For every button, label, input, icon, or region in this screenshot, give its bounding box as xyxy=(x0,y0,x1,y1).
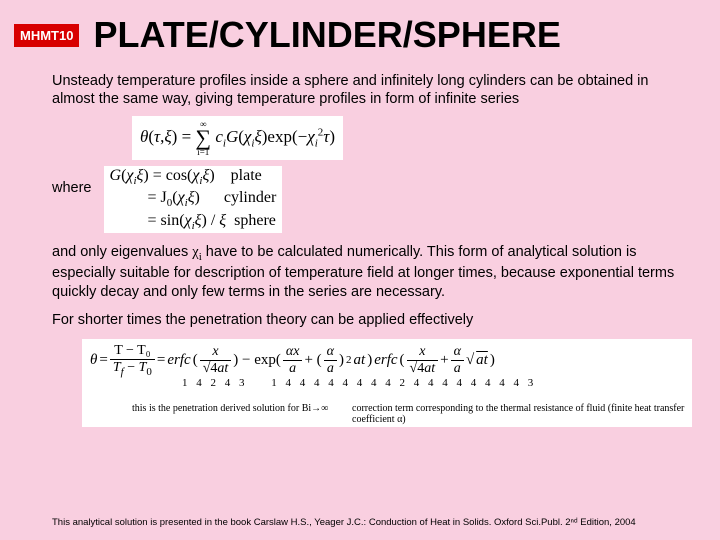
course-badge: MHMT10 xyxy=(14,24,79,47)
penetration-equation: θ = T − T₀Tf − T0 = erfc( x√4at ) − exp(… xyxy=(82,339,692,427)
annotation-left: this is the penetration derived solution… xyxy=(82,403,332,425)
where-label: where xyxy=(52,180,92,196)
main-equation: θ(τ,ξ) = ∞ ∑ i=1 ciG(χiξ)exp(−χi2τ) xyxy=(132,116,343,160)
brace-left: 1 4 2 4 3 xyxy=(182,377,248,389)
intro-paragraph: Unsteady temperature profiles inside a s… xyxy=(52,72,684,108)
annotation-right: correction term corresponding to the the… xyxy=(332,403,692,425)
eigenvalue-paragraph: and only eigenvalues χi have to be calcu… xyxy=(52,243,684,301)
header: MHMT10 PLATE/CYLINDER/SPHERE xyxy=(0,0,720,56)
geometry-table: G(χiξ) = cos(χiξ) plate = J0(χiξ) cylind… xyxy=(104,166,283,233)
where-row: where G(χiξ) = cos(χiξ) plate = J0(χiξ) … xyxy=(52,166,684,233)
penetration-paragraph: For shorter times the penetration theory… xyxy=(52,311,684,329)
content: Unsteady temperature profiles inside a s… xyxy=(0,56,720,427)
brace-right: 1 4 4 4 4 4 4 4 4 2 4 4 4 4 4 4 4 4 3 xyxy=(271,377,536,389)
page-title: PLATE/CYLINDER/SPHERE xyxy=(93,14,560,56)
footer-citation: This analytical solution is presented in… xyxy=(52,517,700,528)
